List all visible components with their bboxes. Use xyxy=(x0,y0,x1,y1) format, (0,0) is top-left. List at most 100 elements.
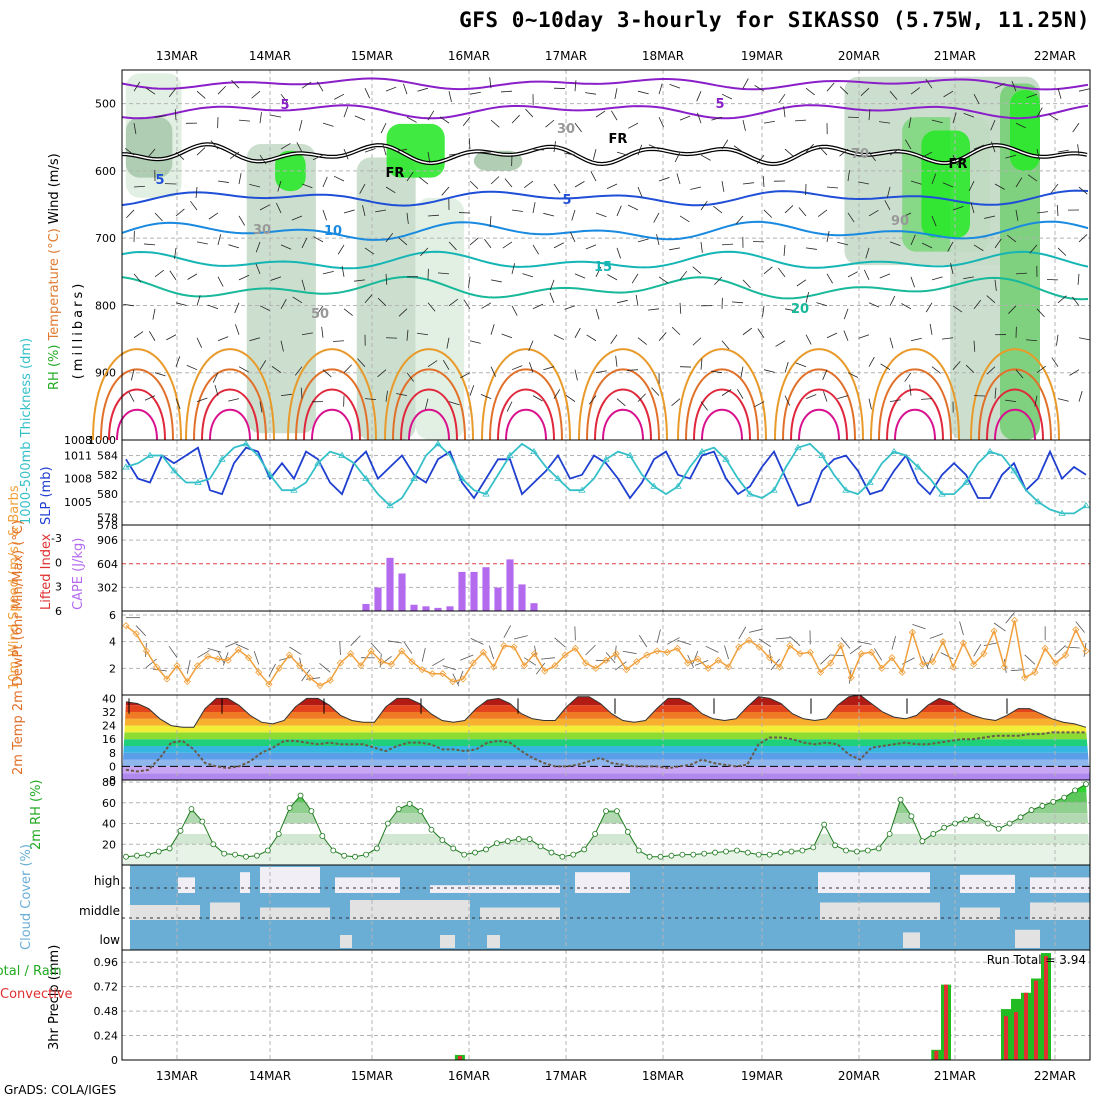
wind-barb xyxy=(417,87,429,92)
wind-barb xyxy=(789,636,801,646)
wind-marker xyxy=(173,662,181,670)
cloud-gap xyxy=(350,900,470,920)
panel-frame xyxy=(121,949,1091,1061)
thickness-marker xyxy=(578,486,586,493)
wind-barb xyxy=(196,337,203,348)
cloud-gap xyxy=(178,877,195,893)
isotherm-line xyxy=(121,104,1089,120)
y-tick-label: 0.96 xyxy=(94,956,119,969)
cape-bar xyxy=(530,603,538,611)
y-tick-label: 578 xyxy=(97,519,118,532)
wind-barb xyxy=(523,180,534,188)
rh-marker xyxy=(483,846,489,853)
slp-axis-title2: SLP (mb) xyxy=(39,466,54,525)
wind-marker xyxy=(612,650,620,658)
wind-barb xyxy=(784,395,791,406)
wind-barb xyxy=(1077,273,1080,285)
wind-marker xyxy=(326,676,334,684)
wind-barb xyxy=(994,83,1006,89)
temp-band xyxy=(122,732,1090,740)
wind-barb xyxy=(973,93,980,105)
wind-marker xyxy=(663,648,671,656)
wind-barb xyxy=(615,355,618,367)
wind-barb xyxy=(504,178,513,188)
wind-barb xyxy=(469,385,475,396)
wind-barb xyxy=(742,279,751,289)
y-tick-label: 0.48 xyxy=(94,1005,119,1018)
wind-barb xyxy=(679,215,690,223)
wind-barb xyxy=(671,398,681,407)
wind-barb xyxy=(595,308,600,320)
wind-barb xyxy=(1065,646,1080,649)
wind-barb xyxy=(721,243,734,246)
wind-barb xyxy=(847,372,859,378)
wind-barb xyxy=(322,209,327,221)
wind-marker xyxy=(765,654,773,662)
rh-marker xyxy=(232,851,238,858)
wind-barb xyxy=(553,141,556,153)
rh-marker xyxy=(668,852,675,859)
wind-barb xyxy=(238,173,242,185)
wind-barb xyxy=(669,247,681,251)
wind-marker xyxy=(306,674,314,682)
wind-barb xyxy=(123,303,135,307)
surface-isotherm-loop xyxy=(287,348,377,441)
wind-barb xyxy=(406,329,409,341)
wind-barb xyxy=(341,265,345,277)
thickness-marker xyxy=(962,478,970,485)
wind-barb xyxy=(532,244,540,255)
y-tick-label: 0 xyxy=(55,556,62,569)
wind-barb xyxy=(406,171,414,182)
wind-marker xyxy=(939,638,947,646)
y-tick-label: 1008 xyxy=(64,473,92,486)
cloud-gap xyxy=(240,872,250,893)
wind-barb xyxy=(756,154,765,164)
surface-isotherm-loop xyxy=(586,368,660,441)
surface-isotherm-loop xyxy=(108,388,166,441)
y-tick-label: 1011 xyxy=(64,449,92,462)
wind-barb xyxy=(301,332,313,336)
rh-marker xyxy=(537,843,544,850)
wind-barb xyxy=(442,665,457,671)
thickness-marker xyxy=(818,451,826,458)
wind-barb xyxy=(616,247,621,259)
wind-barb xyxy=(396,393,408,397)
wind-barb xyxy=(214,384,219,396)
wind-barb xyxy=(1011,80,1017,92)
surface-isotherm-loop xyxy=(481,348,571,441)
wind-barb xyxy=(294,366,303,376)
wind-barb xyxy=(145,658,157,669)
wind-barb xyxy=(251,90,261,99)
surface-isotherm-loop xyxy=(116,408,158,441)
precip-convective-bar xyxy=(1044,956,1048,1060)
rh-marker xyxy=(199,818,206,825)
wind-barb xyxy=(922,656,929,670)
cape-bar xyxy=(362,603,370,611)
thickness-marker xyxy=(746,490,754,497)
wind-barb xyxy=(460,372,471,379)
wind-barb xyxy=(1029,244,1038,254)
profile-unit-label: (millibars) xyxy=(71,281,86,380)
wind-barb xyxy=(350,635,361,646)
wind-marker xyxy=(643,651,651,659)
wind-barb xyxy=(249,183,261,188)
thickness-marker xyxy=(506,451,514,458)
wind-barb xyxy=(713,205,723,214)
wind-barb xyxy=(532,202,536,214)
thickness-marker xyxy=(434,440,442,447)
y-tick-label: 0.24 xyxy=(94,1030,119,1043)
wind-barb xyxy=(152,308,156,320)
rh-shade xyxy=(1010,90,1040,171)
wind-barb xyxy=(463,299,471,310)
wind-barb xyxy=(195,186,198,199)
y-tick-label: 4 xyxy=(109,636,116,649)
bottom-date-label: 21MAR xyxy=(934,1069,976,1083)
wind-barb xyxy=(1015,122,1027,129)
y-tick-label: 6 xyxy=(109,609,116,622)
rh-marker xyxy=(1050,798,1057,805)
rh-marker xyxy=(810,844,817,851)
wind-barb xyxy=(406,116,417,123)
wind-marker xyxy=(602,656,610,664)
cape-bar xyxy=(494,587,502,611)
wind-barb xyxy=(679,115,691,121)
